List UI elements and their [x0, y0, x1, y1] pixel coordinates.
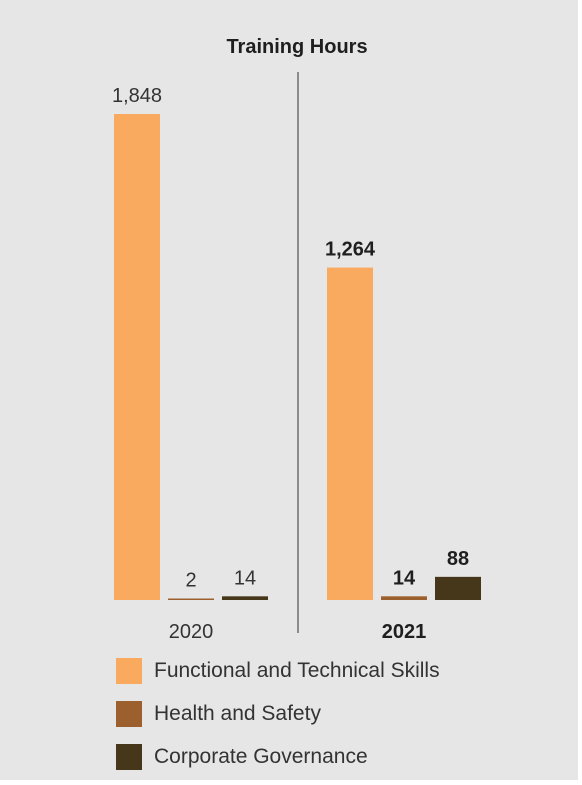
- chart-title: Training Hours: [226, 36, 367, 58]
- legend-item-health: Health and Safety: [116, 699, 440, 729]
- legend-swatch-functional: [116, 658, 142, 684]
- value-label-governance-2021: 88: [447, 548, 469, 570]
- bar-governance-2021: [435, 576, 481, 600]
- legend-label-governance: Corporate Governance: [154, 745, 368, 768]
- legend-item-functional: Functional and Technical Skills: [116, 656, 440, 686]
- bars-layer: 1,848 2 14 2020 1,264 14 88 2021: [112, 85, 481, 643]
- legend-item-governance: Corporate Governance: [116, 742, 440, 772]
- legend-label-functional: Functional and Technical Skills: [154, 659, 440, 682]
- legend: Functional and Technical Skills Health a…: [116, 656, 440, 785]
- value-label-health-2020: 2: [185, 570, 196, 592]
- category-label-2020: 2020: [169, 621, 214, 643]
- value-label-governance-2020: 14: [234, 567, 256, 589]
- training-hours-chart: Training Hours 1,848 2 14 2020 1,264 14 88 2021: [112, 36, 481, 643]
- value-label-functional-2021: 1,264: [325, 239, 376, 261]
- bar-functional-2021: [327, 267, 373, 600]
- category-label-2021: 2021: [382, 621, 427, 643]
- value-label-functional-2020: 1,848: [112, 85, 162, 107]
- bar-health-2021: [381, 596, 427, 600]
- legend-label-health: Health and Safety: [154, 702, 321, 725]
- value-label-health-2021: 14: [393, 567, 416, 589]
- legend-swatch-governance: [116, 744, 142, 770]
- legend-swatch-health: [116, 701, 142, 727]
- bar-governance-2020: [222, 596, 268, 600]
- bar-health-2020: [168, 598, 214, 600]
- bar-functional-2020: [114, 114, 160, 600]
